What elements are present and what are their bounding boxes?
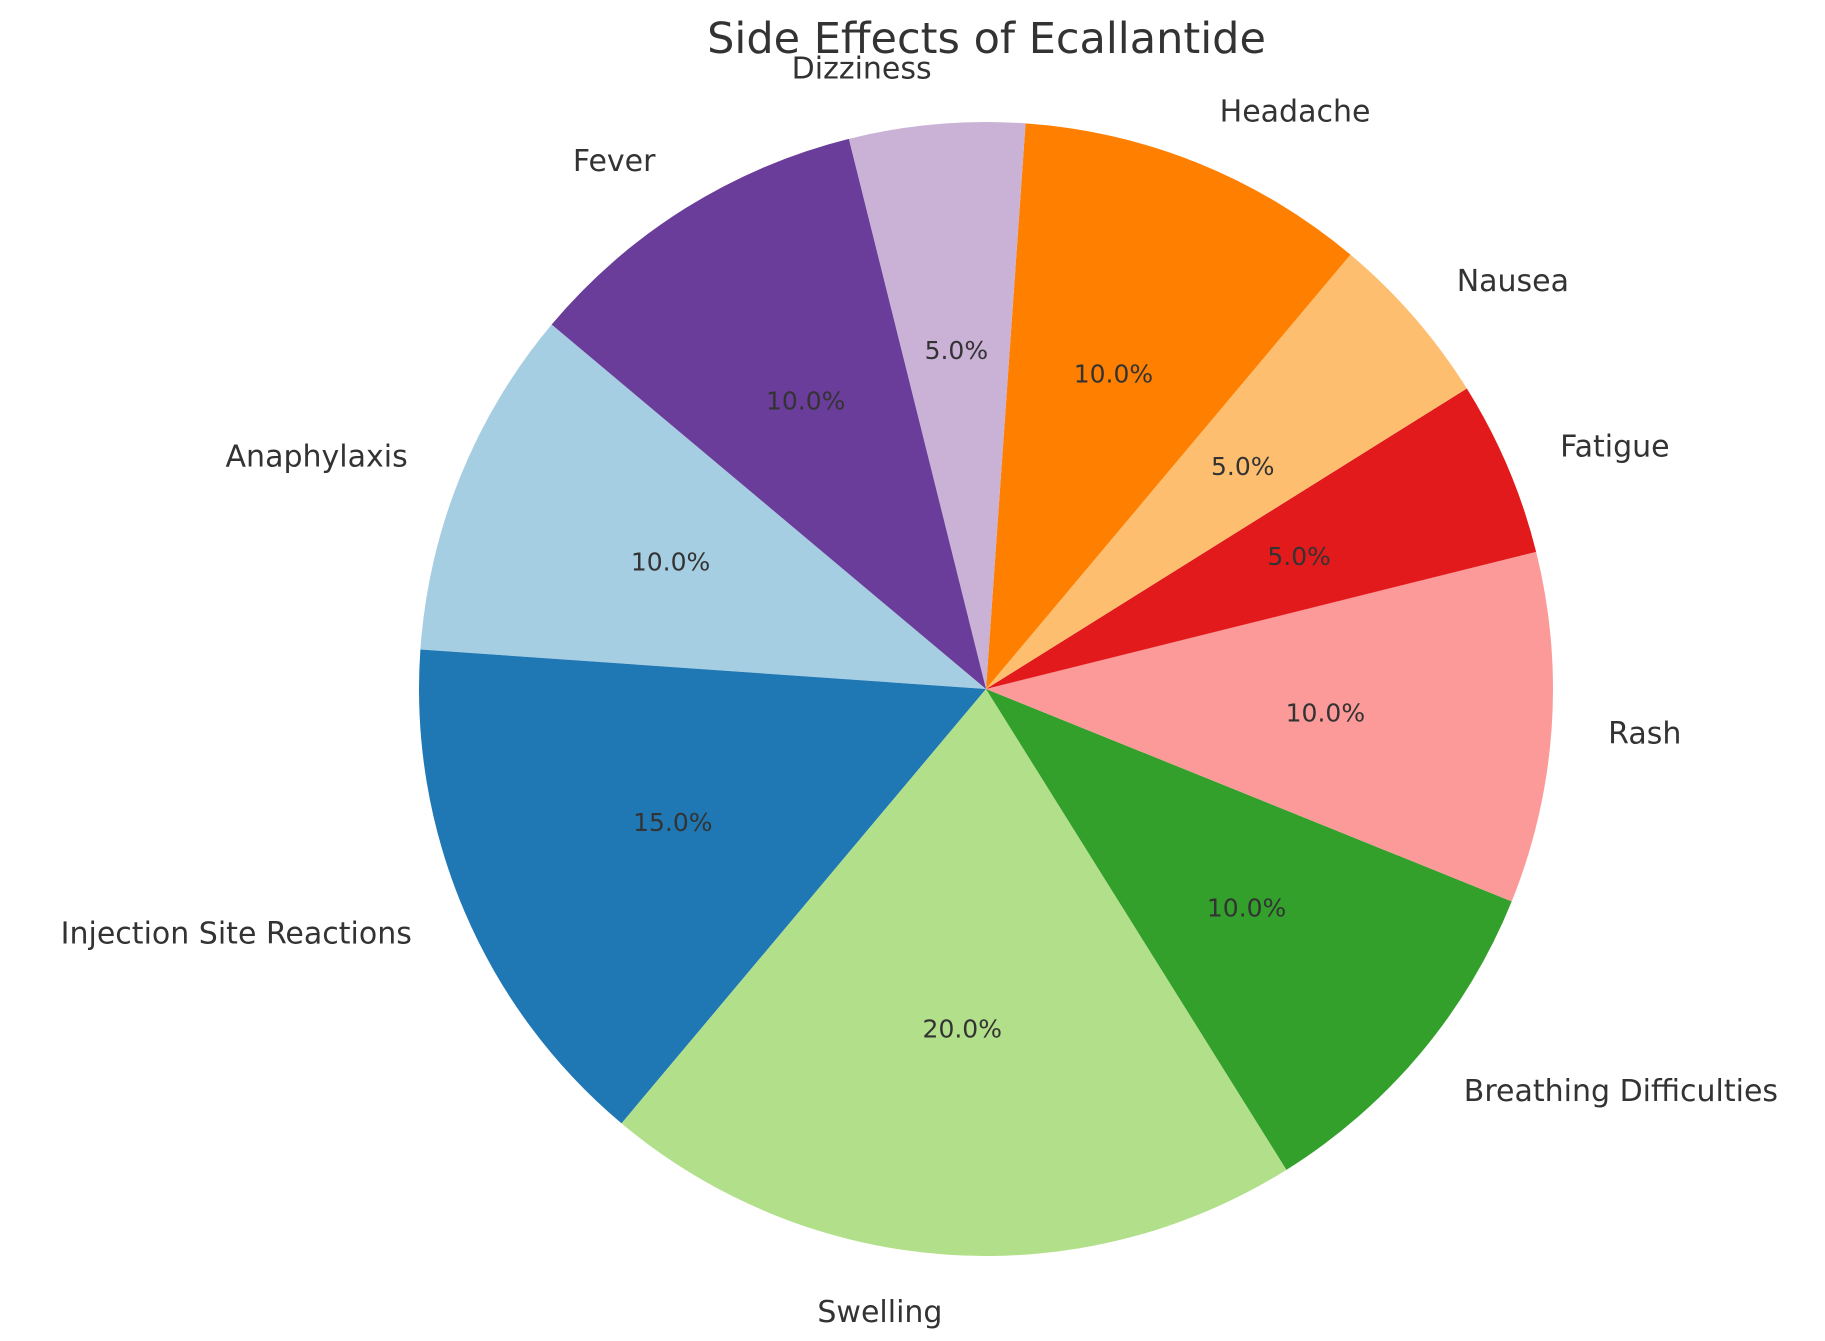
percent-label: 5.0% <box>1211 452 1275 481</box>
pie-slice-fatigue <box>986 388 1537 689</box>
percent-label: 10.0% <box>1074 360 1153 389</box>
percent-label: 10.0% <box>766 386 845 415</box>
pie-slice-swelling <box>621 689 1287 1256</box>
pie-slice-injection-site-reactions <box>419 649 986 1124</box>
pie-slice-nausea <box>986 254 1467 689</box>
category-label: Injection Site Reactions <box>61 917 412 952</box>
percent-label: 20.0% <box>923 1014 1002 1043</box>
pie-slice-dizziness <box>848 121 1026 689</box>
pie-slice-rash <box>986 551 1553 902</box>
category-label: Nausea <box>1457 264 1569 299</box>
pie-slice-headache <box>986 123 1351 690</box>
pie-slice-anaphylaxis <box>420 324 986 689</box>
category-label: Fever <box>573 144 656 179</box>
percent-label: 5.0% <box>925 336 989 365</box>
percent-label: 10.0% <box>1207 894 1286 923</box>
percent-label: 15.0% <box>633 808 712 837</box>
category-label: Breathing Difficulties <box>1464 1074 1778 1109</box>
percent-label: 10.0% <box>631 548 710 577</box>
category-label: Headache <box>1220 95 1371 130</box>
pie-slice-fever <box>551 138 986 690</box>
category-label: Anaphylaxis <box>226 439 408 474</box>
chart-title: Side Effects of Ecallantide <box>707 14 1266 64</box>
category-label: Fatigue <box>1560 429 1670 464</box>
category-label: Swelling <box>817 1295 942 1330</box>
category-label: Rash <box>1608 717 1681 752</box>
percent-label: 10.0% <box>1286 699 1365 728</box>
percent-label: 5.0% <box>1267 542 1331 571</box>
category-label: Dizziness <box>792 52 932 87</box>
pie-slice-breathing-difficulties <box>986 689 1512 1170</box>
